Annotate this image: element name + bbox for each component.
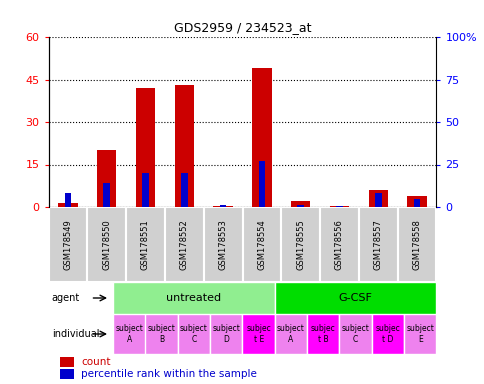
Text: subjec
t B: subjec t B bbox=[310, 324, 335, 344]
Bar bbox=[48, 207, 87, 282]
Text: agent: agent bbox=[52, 293, 80, 303]
Bar bbox=[145, 314, 178, 354]
Bar bbox=[252, 68, 271, 207]
Bar bbox=[136, 88, 155, 207]
Text: subject
C: subject C bbox=[180, 324, 208, 344]
Bar bbox=[339, 314, 371, 354]
Text: GSM178555: GSM178555 bbox=[296, 219, 304, 270]
Bar bbox=[413, 199, 420, 207]
Bar bbox=[219, 205, 226, 207]
Bar bbox=[274, 314, 306, 354]
Bar bbox=[60, 369, 74, 379]
Text: GSM178552: GSM178552 bbox=[180, 219, 188, 270]
Bar bbox=[103, 183, 110, 207]
Text: GSM178558: GSM178558 bbox=[412, 219, 421, 270]
Text: subject
C: subject C bbox=[341, 324, 369, 344]
Bar bbox=[213, 205, 232, 207]
Bar bbox=[374, 194, 381, 207]
Bar bbox=[142, 173, 149, 207]
Bar bbox=[126, 207, 165, 282]
Bar bbox=[165, 207, 203, 282]
Text: percentile rank within the sample: percentile rank within the sample bbox=[81, 369, 257, 379]
Bar bbox=[329, 205, 348, 207]
Bar bbox=[113, 314, 145, 354]
Bar bbox=[319, 207, 358, 282]
Bar bbox=[242, 314, 274, 354]
Bar bbox=[113, 282, 274, 314]
Bar bbox=[203, 207, 242, 282]
Bar bbox=[258, 161, 265, 207]
Text: GSM178550: GSM178550 bbox=[102, 219, 111, 270]
Text: subjec
t E: subjec t E bbox=[246, 324, 271, 344]
Title: GDS2959 / 234523_at: GDS2959 / 234523_at bbox=[173, 22, 311, 35]
Bar bbox=[368, 190, 387, 207]
Bar bbox=[60, 357, 74, 367]
Text: subjec
t D: subjec t D bbox=[375, 324, 400, 344]
Text: GSM178557: GSM178557 bbox=[373, 219, 382, 270]
Text: subject
E: subject E bbox=[406, 324, 433, 344]
Bar bbox=[64, 194, 71, 207]
Text: G-CSF: G-CSF bbox=[338, 293, 372, 303]
Text: subject
A: subject A bbox=[276, 324, 304, 344]
Text: subject
B: subject B bbox=[148, 324, 175, 344]
Text: GSM178556: GSM178556 bbox=[334, 219, 343, 270]
Bar bbox=[358, 207, 397, 282]
Text: GSM178553: GSM178553 bbox=[218, 219, 227, 270]
Text: GSM178551: GSM178551 bbox=[141, 219, 150, 270]
Bar bbox=[87, 207, 126, 282]
Text: count: count bbox=[81, 357, 111, 367]
Bar bbox=[335, 206, 342, 207]
Text: subject
D: subject D bbox=[212, 324, 240, 344]
Bar bbox=[397, 207, 436, 282]
Bar bbox=[58, 203, 77, 207]
Bar bbox=[242, 207, 281, 282]
Bar bbox=[210, 314, 242, 354]
Text: GSM178554: GSM178554 bbox=[257, 219, 266, 270]
Bar bbox=[297, 205, 303, 207]
Bar bbox=[306, 314, 339, 354]
Bar bbox=[281, 207, 319, 282]
Text: GSM178549: GSM178549 bbox=[63, 219, 72, 270]
Bar bbox=[403, 314, 436, 354]
Bar bbox=[371, 314, 403, 354]
Bar bbox=[178, 314, 210, 354]
Text: individual: individual bbox=[52, 329, 99, 339]
Text: subject
A: subject A bbox=[115, 324, 143, 344]
Bar bbox=[97, 150, 116, 207]
Text: untreated: untreated bbox=[166, 293, 221, 303]
Bar bbox=[181, 173, 187, 207]
Bar bbox=[290, 201, 310, 207]
Bar bbox=[174, 85, 194, 207]
Bar bbox=[274, 282, 436, 314]
Bar bbox=[407, 196, 426, 207]
